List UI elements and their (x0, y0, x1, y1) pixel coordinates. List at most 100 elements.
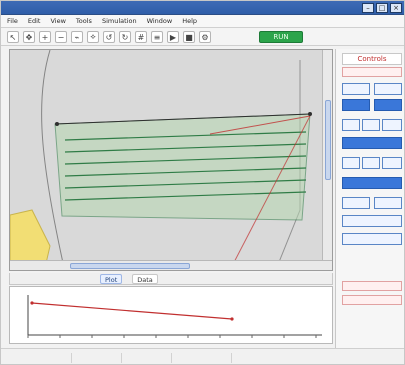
menu-simulation[interactable]: Simulation (101, 17, 137, 25)
menu-file[interactable]: File (7, 17, 18, 25)
track-start-marker (55, 122, 59, 126)
toolbar: ↖ ✥ + − ⌁ ⟡ ↺ ↻ # ≡ ▶ ■ ⚙ RUN (1, 28, 404, 46)
track-top (54, 113, 311, 125)
panel-tile-3[interactable] (342, 99, 370, 111)
tab-data[interactable]: Data (132, 273, 158, 284)
panel-tile-2[interactable] (374, 83, 402, 95)
pan-tool-button[interactable]: ✥ (23, 31, 35, 43)
grid-toggle-button[interactable]: # (135, 31, 147, 43)
track-1 (64, 131, 307, 141)
map-vertical-scroll-thumb[interactable] (325, 100, 331, 180)
red-annotation-diagonal (229, 115, 311, 270)
redo-icon: ↻ (121, 32, 129, 42)
status-segment-5 (231, 353, 240, 363)
panel-tile-14[interactable] (374, 197, 402, 209)
panel-tile-10[interactable] (362, 157, 380, 169)
draw-path-tool-button[interactable]: ⟡ (87, 31, 99, 43)
track-6 (64, 191, 307, 201)
chart-series-end (230, 317, 234, 321)
status-segment-1 (1, 353, 9, 363)
zoom-out-icon: − (57, 32, 65, 42)
panel-tile-16[interactable] (342, 233, 402, 245)
chart-series-start (30, 301, 34, 305)
map-canvas[interactable] (9, 49, 333, 271)
minimize-button[interactable]: – (362, 3, 374, 13)
panel-tile-4[interactable] (374, 99, 402, 111)
menu-help[interactable]: Help (182, 17, 198, 25)
select-icon: ↖ (9, 32, 17, 42)
stop-icon: ■ (185, 32, 193, 42)
panel-warning-1 (342, 281, 402, 291)
panel-tile-6[interactable] (362, 119, 380, 131)
bottom-tabs: Plot Data (9, 273, 333, 285)
track-2 (64, 143, 307, 153)
zoom-in-tool-button[interactable]: + (39, 31, 51, 43)
right-panel: Controls (335, 49, 404, 359)
zoom-out-tool-button[interactable]: − (55, 31, 67, 43)
run-status-pill[interactable]: RUN (259, 31, 303, 43)
grid-icon: # (137, 32, 145, 42)
right-panel-subheader (342, 67, 402, 77)
panel-tile-8[interactable] (342, 137, 402, 149)
map-horizontal-scroll-thumb[interactable] (70, 263, 190, 269)
pan-icon: ✥ (25, 32, 33, 42)
yellow-area (10, 209, 51, 270)
panel-warning-2 (342, 295, 402, 305)
status-segment-3 (121, 353, 130, 363)
zoom-in-icon: + (41, 32, 49, 42)
layers-tool-button[interactable]: ≡ (151, 31, 163, 43)
boundary-curve-left (41, 50, 66, 270)
red-annotation-top (209, 115, 311, 135)
window-controls: – □ × (362, 3, 402, 13)
tab-plot[interactable]: Plot (100, 273, 123, 284)
track-3 (64, 155, 307, 165)
measure-tool-button[interactable]: ⌁ (71, 31, 83, 43)
menu-edit[interactable]: Edit (27, 17, 41, 25)
menu-view[interactable]: View (50, 17, 66, 25)
map-svg (10, 50, 332, 270)
menu-bar: File Edit View Tools Simulation Window H… (1, 15, 404, 28)
chart-series-line (31, 302, 233, 320)
maximize-button[interactable]: □ (376, 3, 388, 13)
track-end-marker (308, 112, 312, 116)
status-segment-2 (71, 353, 80, 363)
close-button[interactable]: × (390, 3, 402, 13)
bottom-chart-svg (10, 287, 332, 343)
redo-tool-button[interactable]: ↻ (119, 31, 131, 43)
panel-tile-9[interactable] (342, 157, 360, 169)
measure-icon: ⌁ (74, 32, 80, 42)
panel-tile-15[interactable] (342, 215, 402, 227)
panel-tile-11[interactable] (382, 157, 402, 169)
gear-icon: ⚙ (201, 32, 209, 42)
chart-background (10, 287, 332, 343)
play-icon: ▶ (169, 32, 177, 42)
undo-icon: ↺ (105, 32, 113, 42)
field-polygon (54, 113, 311, 221)
run-tool-button[interactable]: ▶ (167, 31, 179, 43)
bottom-chart (9, 286, 333, 344)
panel-tile-12[interactable] (342, 177, 402, 189)
settings-tool-button[interactable]: ⚙ (199, 31, 211, 43)
undo-tool-button[interactable]: ↺ (103, 31, 115, 43)
status-segment-4 (171, 353, 180, 363)
stop-tool-button[interactable]: ■ (183, 31, 195, 43)
track-4 (64, 167, 307, 177)
layers-icon: ≡ (153, 32, 161, 42)
panel-tile-1[interactable] (342, 83, 370, 95)
draw-path-icon: ⟡ (90, 32, 96, 41)
status-bar (1, 348, 404, 364)
chart-axes (27, 295, 322, 336)
map-vertical-scrollbar[interactable] (322, 50, 332, 260)
menu-window[interactable]: Window (146, 17, 173, 25)
menu-tools[interactable]: Tools (75, 17, 92, 25)
right-panel-header: Controls (342, 53, 402, 65)
chart-ticks (27, 335, 317, 338)
map-horizontal-scrollbar[interactable] (10, 260, 332, 270)
window-titlebar: – □ × (1, 1, 404, 15)
panel-tile-5[interactable] (342, 119, 360, 131)
panel-tile-7[interactable] (382, 119, 402, 131)
panel-tile-13[interactable] (342, 197, 370, 209)
parallel-tracks (64, 131, 307, 201)
select-tool-button[interactable]: ↖ (7, 31, 19, 43)
